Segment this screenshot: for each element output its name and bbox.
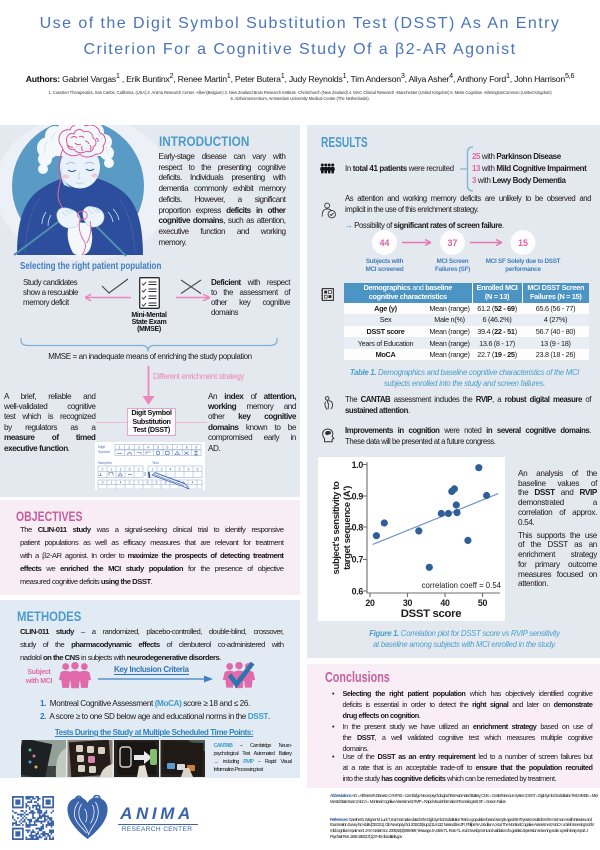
svg-text:1.0: 1.0 xyxy=(352,460,364,470)
svg-text:2: 2 xyxy=(102,467,104,471)
svg-text:8: 8 xyxy=(165,481,167,485)
svg-text:0.6: 0.6 xyxy=(352,586,364,596)
svg-text:20: 20 xyxy=(365,598,375,608)
svg-text:15: 15 xyxy=(518,238,528,248)
svg-text:4: 4 xyxy=(192,481,194,485)
svg-text:4: 4 xyxy=(147,446,149,450)
svg-text:6: 6 xyxy=(167,446,169,450)
svg-text:correlation coeff = 0.54: correlation coeff = 0.54 xyxy=(422,581,502,590)
svg-text:7: 7 xyxy=(138,481,140,485)
svg-text:DSST score: DSST score xyxy=(401,608,461,620)
svg-text:1: 1 xyxy=(119,446,121,450)
svg-text:0.8: 0.8 xyxy=(352,522,364,532)
svg-text:0.7: 0.7 xyxy=(352,555,364,565)
svg-text:1: 1 xyxy=(111,481,113,485)
svg-text:3: 3 xyxy=(161,467,163,471)
svg-text:9: 9 xyxy=(195,446,197,450)
svg-text:30: 30 xyxy=(403,598,413,608)
svg-text:3: 3 xyxy=(120,467,122,471)
svg-text:37: 37 xyxy=(448,238,458,248)
svg-text:0.9: 0.9 xyxy=(352,491,364,501)
svg-text:6: 6 xyxy=(188,467,190,471)
svg-text:4: 4 xyxy=(170,467,172,471)
svg-text:8: 8 xyxy=(186,446,188,450)
svg-text:2: 2 xyxy=(129,481,131,485)
svg-text:5: 5 xyxy=(197,467,199,471)
svg-text:5: 5 xyxy=(157,446,159,450)
svg-text:40: 40 xyxy=(440,598,450,608)
svg-text:target sequence (A'): target sequence (A') xyxy=(342,486,353,570)
svg-text:4: 4 xyxy=(120,481,122,485)
svg-text:Samples: Samples xyxy=(98,461,112,465)
svg-text:7: 7 xyxy=(176,446,178,450)
svg-text:Test: Test xyxy=(152,461,159,465)
svg-text:subject's sensitivity to: subject's sensitivity to xyxy=(331,481,342,574)
svg-text:2: 2 xyxy=(128,446,130,450)
svg-text:6: 6 xyxy=(147,481,149,485)
svg-text:3: 3 xyxy=(138,446,140,450)
svg-text:1: 1 xyxy=(111,467,113,471)
svg-text:Digit: Digit xyxy=(98,445,105,449)
svg-text:44: 44 xyxy=(380,238,390,248)
svg-text:1: 1 xyxy=(152,467,154,471)
svg-text:Symbol: Symbol xyxy=(98,450,110,454)
svg-text:5: 5 xyxy=(129,467,131,471)
svg-text:2: 2 xyxy=(179,467,181,471)
svg-text:5: 5 xyxy=(156,481,158,485)
svg-text:3: 3 xyxy=(102,481,104,485)
svg-text:50: 50 xyxy=(478,598,488,608)
svg-text:2: 2 xyxy=(138,467,140,471)
